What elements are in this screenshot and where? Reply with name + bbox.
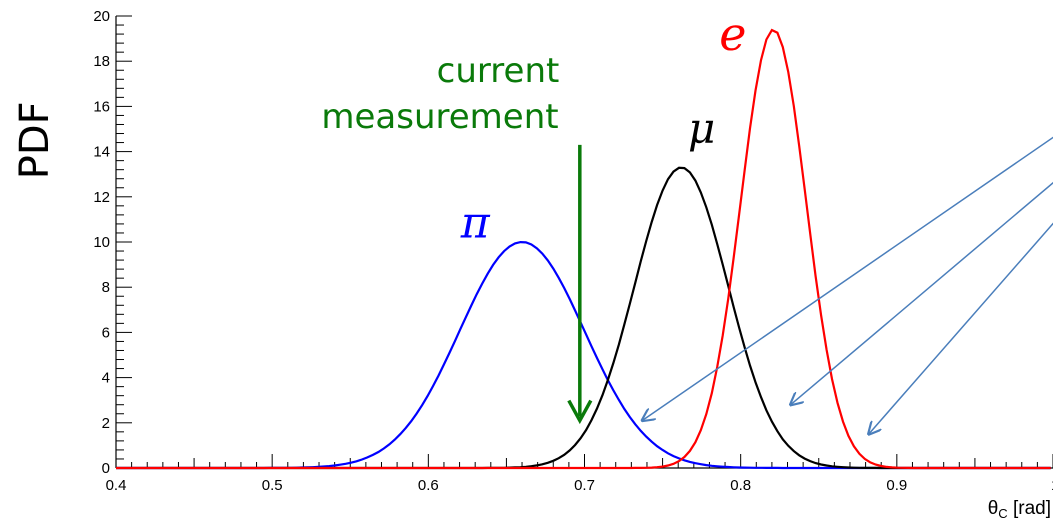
y-tick-label: 16 (93, 98, 110, 115)
x-tick-label: 0.6 (418, 477, 439, 494)
y-tick-label: 10 (93, 234, 110, 251)
annotation-line-1: current (437, 51, 560, 91)
pointer-arrow-3 (869, 222, 1053, 434)
y-tick-label: 8 (102, 279, 110, 296)
series-label-pi: π (460, 197, 491, 248)
y-tick-label: 0 (102, 460, 110, 477)
y-tick-label: 14 (93, 144, 110, 161)
pointer-arrow-1 (642, 136, 1053, 421)
annotation-arrow-head (567, 399, 593, 425)
pointer-arrows (642, 136, 1053, 434)
x-tick-label: 0.8 (730, 477, 751, 494)
series-label-e: e (719, 7, 746, 61)
labels: π μe (460, 7, 747, 249)
curves (116, 28, 1051, 470)
series-line-e (116, 28, 1051, 470)
series-line-mu (116, 166, 1051, 470)
y-tick-label: 2 (102, 415, 110, 432)
pointer-arrow-2 (791, 181, 1053, 405)
y-tick-label: 6 (102, 324, 110, 341)
x-tick-label: 1 (1051, 477, 1053, 494)
y-tick-label: 18 (93, 53, 110, 70)
x-tick-label: 0.4 (106, 477, 127, 494)
y-tick-label: 12 (93, 189, 110, 206)
y-axis-label: PDF (12, 101, 58, 179)
y-tick-label: 20 (93, 8, 110, 25)
y-tick-label: 4 (102, 370, 110, 387)
x-tick-label: 0.7 (574, 477, 595, 494)
x-tick-label: 0.9 (886, 477, 907, 494)
annotation: current measurement (321, 51, 593, 425)
series-label-mu: μ (688, 104, 715, 153)
x-tick-label: 0.5 (262, 477, 283, 494)
annotation-line-2: measurement (321, 97, 558, 137)
x-axis-label: θC [rad] (988, 498, 1051, 521)
